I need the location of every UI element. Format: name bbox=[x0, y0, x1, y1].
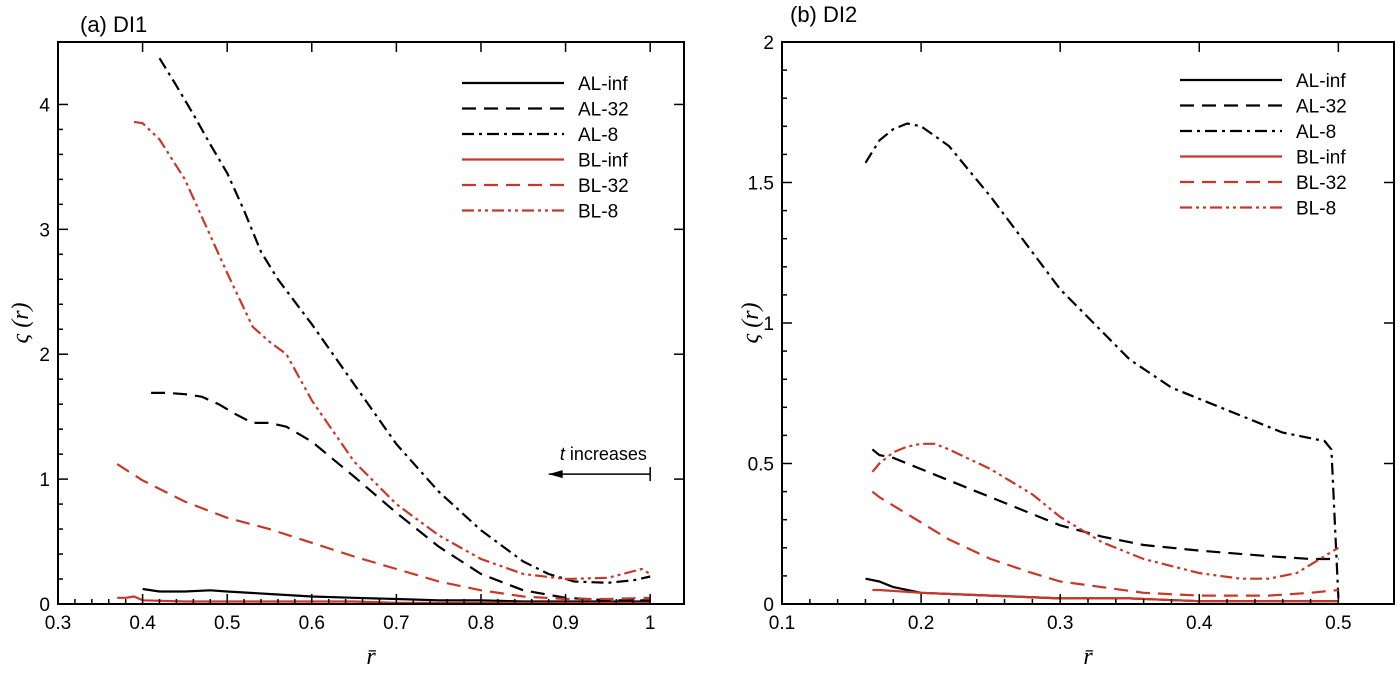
series-line-bl-32 bbox=[871, 490, 1339, 597]
series-line-bl-32 bbox=[116, 463, 651, 601]
y-tick-label: 3 bbox=[39, 220, 50, 241]
x-tick-label: 1 bbox=[645, 613, 656, 634]
series-line-al-32 bbox=[151, 391, 651, 602]
x-tick-label: 0.4 bbox=[129, 613, 156, 634]
annotation-t-increases: t increases bbox=[548, 444, 651, 482]
legend-label-bl-8: BL-8 bbox=[1296, 199, 1336, 220]
series-group bbox=[864, 122, 1340, 603]
legend-label-bl-inf: BL-inf bbox=[578, 151, 628, 172]
x-tick-label: 0.5 bbox=[1325, 613, 1351, 634]
annotation-arrow-head bbox=[548, 470, 563, 479]
legend-label-al-32: AL-32 bbox=[578, 100, 629, 121]
y-tick-label: 1.5 bbox=[748, 174, 774, 195]
y-tick-label: 1 bbox=[39, 470, 50, 491]
chart-panel-b: 0.1 0.2 0.3 0.4 0.5 0 0.5 1 1.5 2 (b) DI2 r̄ ς (r) AL… bbox=[738, 2, 1395, 670]
series-line-bl-8 bbox=[871, 442, 1339, 580]
x-tick-label: 0.3 bbox=[1047, 613, 1073, 634]
series-line-bl-inf bbox=[117, 595, 651, 604]
legend-label-bl-inf: BL-inf bbox=[1296, 148, 1346, 169]
x-tick-label: 0.4 bbox=[1186, 613, 1213, 634]
y-axis-label: ς (r) bbox=[8, 302, 34, 343]
x-tick-label: 0.8 bbox=[468, 613, 494, 634]
x-tick-label: 0.1 bbox=[769, 613, 795, 634]
legend-label-al-inf: AL-inf bbox=[1296, 71, 1346, 92]
series-group bbox=[116, 57, 651, 604]
x-tick-label: 0.2 bbox=[908, 613, 934, 634]
x-tick-label: 0.3 bbox=[45, 613, 71, 634]
series-line-al-8 bbox=[158, 57, 651, 584]
y-tick-label: 0 bbox=[39, 595, 50, 616]
legend: AL-inf AL-32 AL-8 BL-inf BL-32 BL-8 bbox=[1180, 71, 1347, 220]
series-line-al-8 bbox=[864, 122, 1340, 599]
x-axis-label: r̄ bbox=[1083, 644, 1093, 670]
y-tick-label: 1 bbox=[763, 314, 774, 335]
legend-label-bl-32: BL-32 bbox=[578, 176, 629, 197]
legend-label-bl-32: BL-32 bbox=[1296, 173, 1347, 194]
y-axis-label: ς (r) bbox=[738, 302, 764, 343]
legend-label-bl-8: BL-8 bbox=[578, 202, 618, 223]
x-tick-label: 0.6 bbox=[299, 613, 325, 634]
plot-frame bbox=[57, 41, 685, 605]
y-tick-label: 4 bbox=[39, 95, 50, 116]
x-tick-label: 0.7 bbox=[383, 613, 409, 634]
chart-panel-a: 0.3 0.4 0.5 0.6 0.7 0.8 0.9 1 0 1 2 3 4 (a) DI1 r̄ ς (r… bbox=[8, 12, 685, 670]
x-axis-label: r̄ bbox=[366, 644, 376, 670]
legend-label-al-inf: AL-inf bbox=[578, 74, 628, 95]
legend-label-al-32: AL-32 bbox=[1296, 97, 1347, 118]
y-tick-label: 0 bbox=[763, 595, 774, 616]
series-line-al-inf bbox=[142, 587, 651, 603]
series-line-bl-8 bbox=[133, 120, 651, 581]
y-tick-label: 2 bbox=[763, 33, 774, 54]
legend-label-al-8: AL-8 bbox=[578, 125, 618, 146]
panel-title: (b) DI2 bbox=[790, 2, 857, 27]
panel-title: (a) DI1 bbox=[80, 12, 147, 37]
series-line-al-32 bbox=[871, 448, 1339, 561]
x-tick-label: 0.5 bbox=[214, 613, 240, 634]
annotation-text: t increases bbox=[560, 444, 647, 464]
y-tick-label: 0.5 bbox=[748, 455, 774, 476]
x-tick-label: 0.9 bbox=[552, 613, 578, 634]
legend: AL-inf AL-32 AL-8 BL-inf BL-32 BL-8 bbox=[462, 74, 629, 223]
legend-label-al-8: AL-8 bbox=[1296, 122, 1336, 143]
y-tick-label: 2 bbox=[39, 345, 50, 366]
